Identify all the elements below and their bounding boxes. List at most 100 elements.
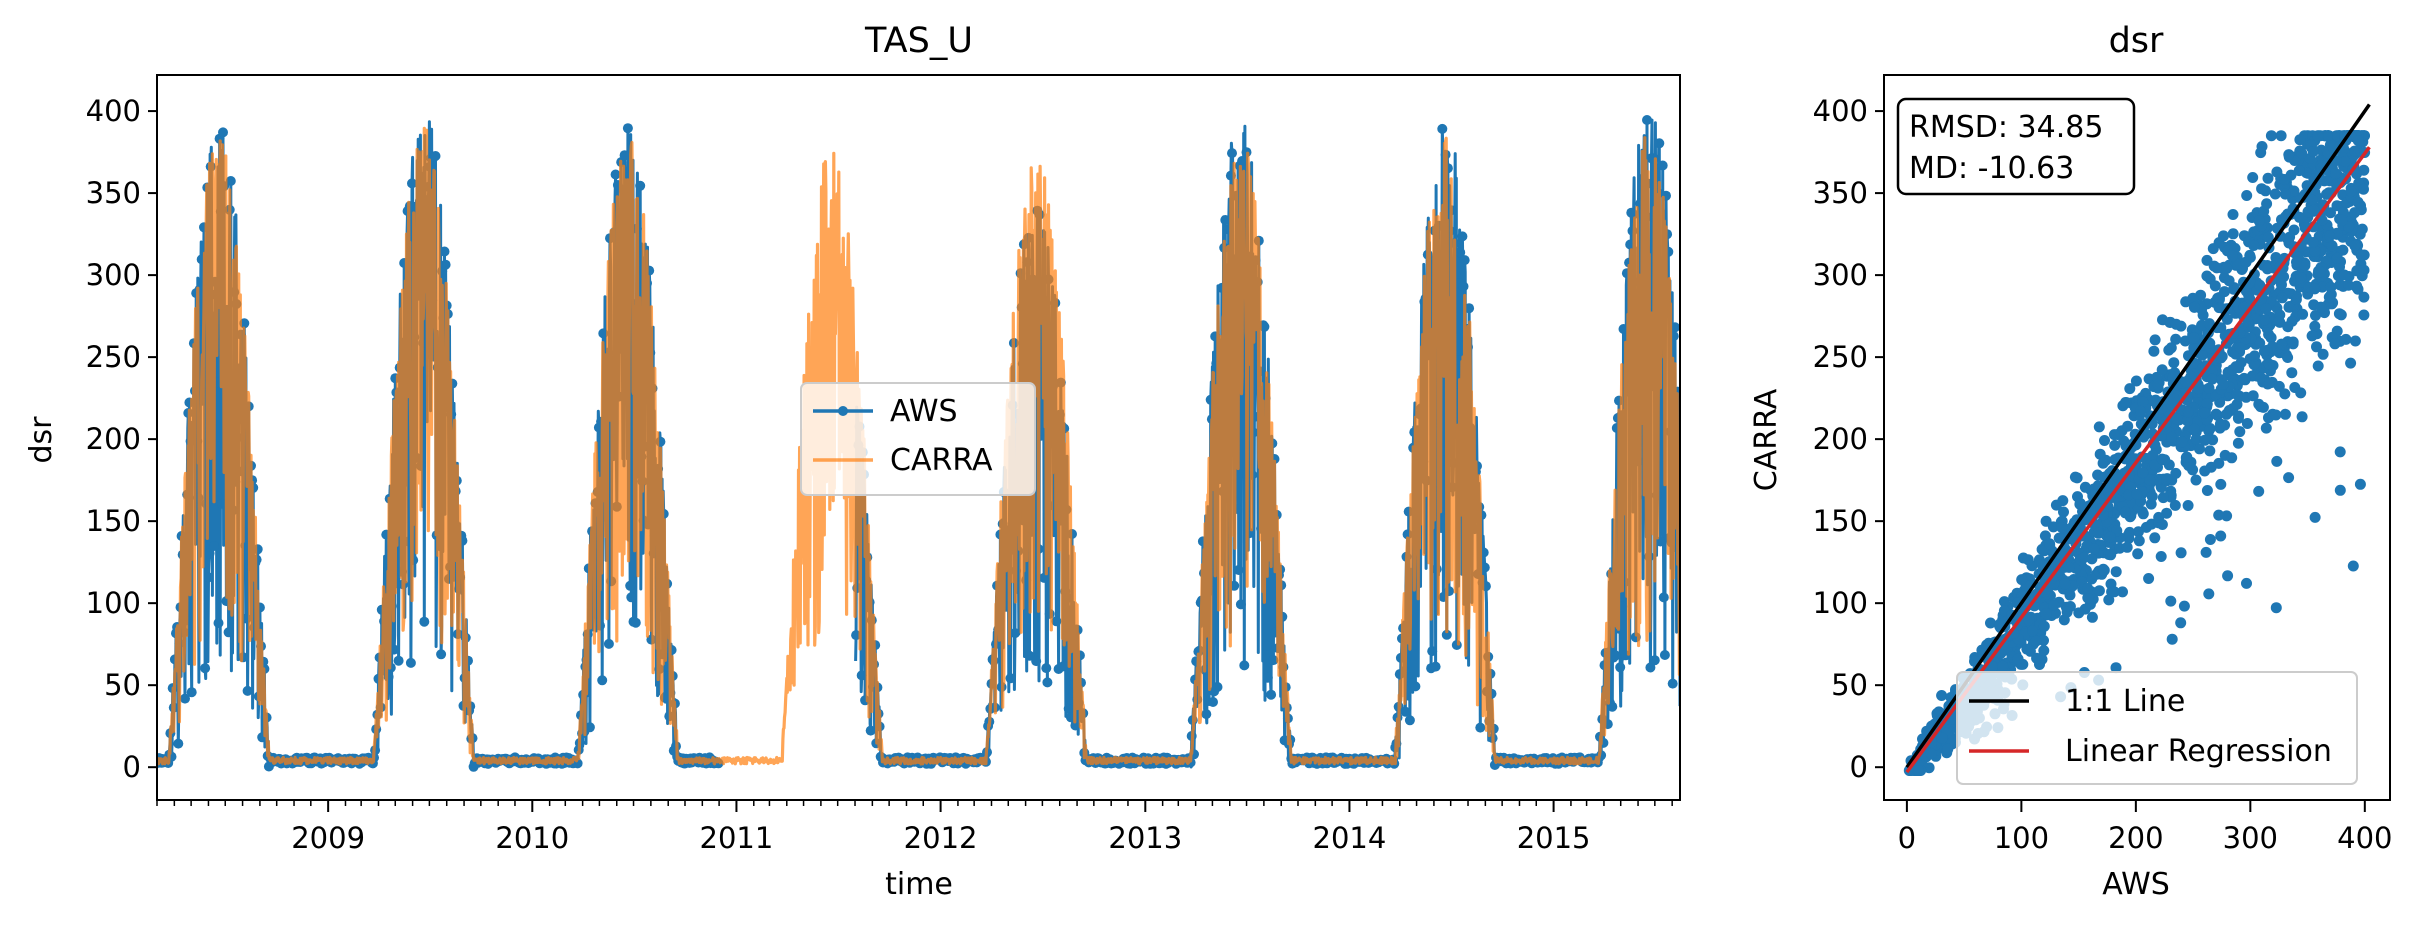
scatter-point: [2166, 431, 2177, 443]
scatter-point: [2295, 272, 2307, 284]
y-tick-label: 350: [1813, 176, 1868, 210]
scatter-point: [2040, 515, 2052, 527]
scatter-point: [2324, 230, 2336, 242]
aws-point: [1266, 689, 1277, 700]
scatter-point: [2270, 409, 2282, 421]
aws-point: [1042, 677, 1053, 688]
scatter-point: [2215, 478, 2227, 490]
aws-point: [1024, 650, 1035, 661]
aws-point: [405, 657, 416, 668]
scatter-point: [1942, 743, 1954, 755]
x-tick-label: 2014: [1313, 821, 1387, 855]
scatter-point: [2176, 436, 2188, 448]
aws-point: [1404, 715, 1415, 726]
aws-point: [635, 180, 646, 191]
x-tick-label: 0: [1898, 821, 1916, 855]
aws-point: [1201, 709, 1212, 720]
scatter-point: [2132, 548, 2144, 560]
y-tick-label: 400: [1813, 94, 1868, 128]
timeseries-legend: AWS CARRA: [800, 382, 1036, 496]
scatter-point: [2201, 398, 2213, 410]
scatter-point: [2343, 279, 2354, 291]
scatter-point: [2256, 183, 2268, 195]
scatter-point: [2131, 488, 2143, 500]
scatter-point: [2263, 358, 2275, 370]
aws-point: [865, 725, 876, 736]
aws-point: [200, 663, 211, 674]
timeseries-x-label: time: [885, 867, 953, 902]
scatter-point: [2241, 577, 2252, 589]
scatter-point: [2073, 607, 2085, 619]
scatter-point: [2226, 250, 2238, 262]
x-tick-label: 2012: [904, 821, 978, 855]
scatter-point: [2358, 264, 2370, 276]
scatter-point: [2146, 491, 2158, 502]
aws-point: [440, 259, 451, 270]
scatter-point: [2261, 198, 2273, 210]
x-tick-label: 2010: [495, 821, 569, 855]
aws-point: [1475, 722, 1486, 733]
scatter-point: [2258, 345, 2270, 357]
scatter-point: [2170, 333, 2182, 345]
y-tick-label: 300: [1813, 258, 1868, 292]
scatter-point: [2262, 172, 2274, 184]
scatter-point: [2233, 410, 2245, 422]
aws-point: [1451, 640, 1462, 650]
scatter-point: [2352, 196, 2364, 208]
scatter-point: [2022, 554, 2034, 566]
scatter-point: [2137, 467, 2149, 479]
aws-point: [218, 127, 228, 138]
scatter-point: [2180, 376, 2192, 388]
scatter-point: [2240, 256, 2252, 268]
y-tick-label: 150: [86, 504, 141, 538]
aws-point: [1658, 592, 1669, 603]
aws-point: [186, 687, 197, 698]
scatter-point: [2050, 499, 2062, 511]
scatter-point: [2201, 270, 2213, 282]
scatter-point: [2221, 408, 2232, 420]
y-tick-label: 150: [1813, 504, 1868, 538]
scatter-point: [2329, 338, 2341, 350]
scatter-point: [2355, 249, 2367, 261]
scatter-point: [2204, 534, 2216, 545]
aws-point: [204, 548, 215, 559]
scatter-point: [2147, 450, 2159, 461]
scatter-point: [2311, 341, 2322, 353]
aws-point: [213, 618, 224, 628]
scatter-point: [2104, 531, 2116, 543]
scatter-point: [2122, 420, 2134, 432]
scatter-point: [2156, 364, 2168, 376]
scatter-point: [2260, 303, 2272, 315]
scatter-point: [2283, 472, 2295, 484]
scatter-point: [2038, 620, 2050, 632]
scatter-point: [2293, 165, 2305, 177]
aws-point: [1654, 138, 1665, 149]
aws-point: [1437, 123, 1448, 134]
scatter-point: [2190, 474, 2202, 486]
scatter-point: [2227, 209, 2239, 220]
scatter-point: [2188, 301, 2200, 313]
legend-aws-marker: [838, 406, 848, 416]
scatter-point: [2282, 321, 2294, 333]
x-tick-label: 2011: [700, 821, 774, 855]
scatter-point: [2297, 308, 2309, 320]
scatter-point: [2210, 408, 2222, 420]
scatter-point: [2260, 422, 2272, 434]
scatter-point: [2182, 406, 2194, 418]
aws-point: [1051, 616, 1062, 627]
aws-point: [1659, 650, 1670, 660]
scatter-point: [2276, 292, 2288, 304]
scatter-point: [2157, 492, 2169, 504]
scatter-point: [2156, 453, 2168, 465]
scatter-point: [2213, 292, 2225, 303]
scatter-point: [2315, 301, 2327, 313]
scatter-point: [2023, 614, 2035, 626]
scatter-point: [2286, 367, 2298, 379]
x-tick-label: 200: [2108, 821, 2163, 855]
legend-regression-label: Linear Regression: [2065, 734, 2332, 769]
scatter-point: [2271, 455, 2283, 467]
x-tick-label: 2013: [1108, 821, 1182, 855]
scatter-point: [2232, 437, 2244, 449]
aws-point: [1063, 703, 1074, 714]
scatter-point: [2048, 599, 2060, 611]
